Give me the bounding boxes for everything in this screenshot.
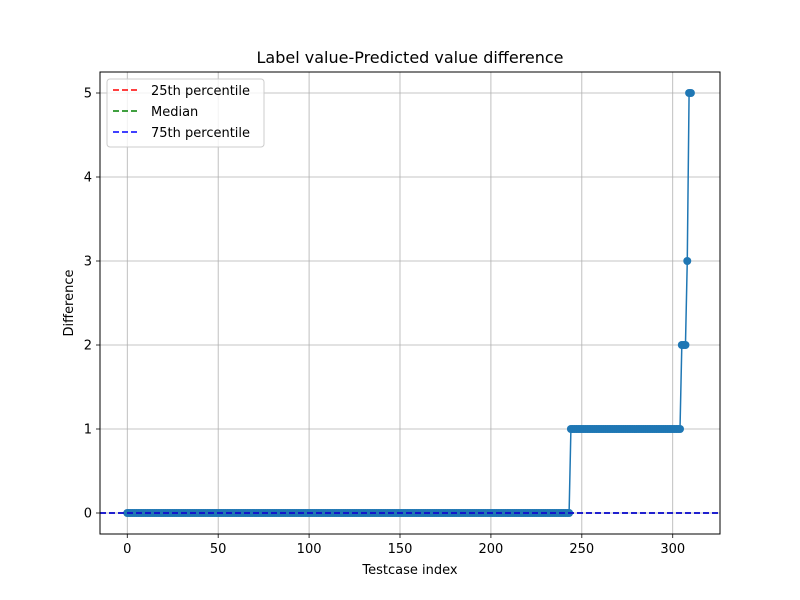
y-tick-label: 0 bbox=[84, 507, 92, 522]
data-point bbox=[686, 89, 695, 97]
y-tick-label: 5 bbox=[84, 87, 92, 102]
x-tick-label: 250 bbox=[569, 542, 594, 557]
y-axis-title: Difference bbox=[62, 269, 77, 336]
data-point bbox=[676, 425, 684, 433]
ticks: 0 50 100 150 200 250 300 0 1 2 3 4 5 bbox=[84, 87, 685, 558]
legend: 25th percentile Median 75th percentile bbox=[106, 78, 265, 148]
data-point bbox=[681, 341, 690, 349]
axes-frame bbox=[99, 71, 721, 535]
legend-label-25th-percentile: 25th percentile bbox=[151, 84, 250, 99]
y-tick-label: 2 bbox=[84, 339, 92, 354]
x-tick-label: 300 bbox=[660, 542, 685, 557]
x-axis-title: Testcase index bbox=[361, 563, 457, 578]
x-tick-label: 0 bbox=[123, 542, 131, 557]
data-point bbox=[683, 257, 692, 265]
y-tick-label: 4 bbox=[84, 171, 92, 186]
chart-title: Label value-Predicted value difference bbox=[256, 48, 563, 67]
x-tick-label: 150 bbox=[388, 542, 413, 557]
y-tick-label: 1 bbox=[84, 423, 92, 438]
x-tick-label: 200 bbox=[478, 542, 503, 557]
legend-label-75th-percentile: 75th percentile bbox=[151, 126, 250, 141]
x-tick-label: 100 bbox=[297, 542, 322, 557]
legend-label-median: Median bbox=[151, 105, 198, 120]
legend-box bbox=[106, 78, 265, 148]
y-tick-label: 3 bbox=[84, 255, 92, 270]
x-tick-label: 50 bbox=[210, 542, 227, 557]
